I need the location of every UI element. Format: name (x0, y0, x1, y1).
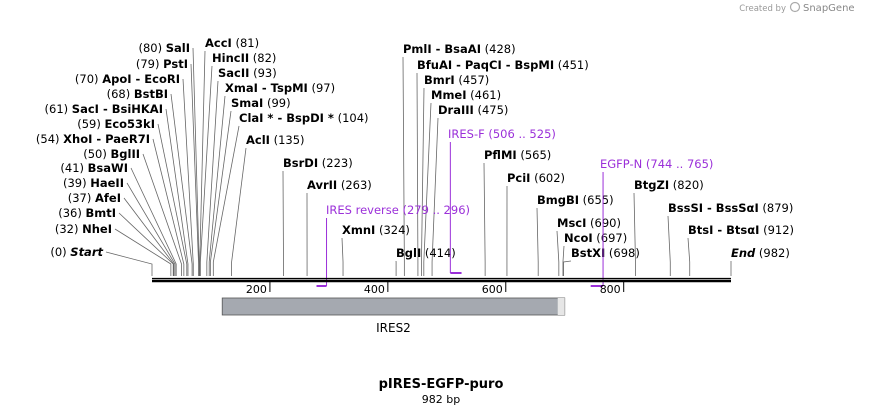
site-label-btsi[interactable]: BtsI - BtsαI (912) (688, 223, 794, 237)
site-label-bgli[interactable]: BglI (414) (396, 246, 456, 260)
site-label-bmri[interactable]: BmrI (457) (424, 73, 489, 87)
site-leader (667, 215, 671, 276)
site-label-haeii[interactable]: (39) HaeII (63, 176, 124, 190)
site-label-nhei[interactable]: (32) NheI (55, 222, 112, 236)
site-leader (206, 80, 219, 276)
site-label-saci[interactable]: (61) SacI - BsiHKAI (45, 102, 163, 116)
primer-label-ires-reverse[interactable]: IRES reverse (279 .. 296) (326, 203, 470, 217)
primer-label-egfp-n[interactable]: EGFP-N (744 .. 765) (600, 157, 713, 171)
site-leader (562, 245, 565, 276)
site-leader (157, 123, 188, 276)
site-label-bfuai[interactable]: BfuAI - PaqCI - BspMI (451) (417, 58, 589, 72)
map-length: 982 bp (422, 393, 460, 406)
site-label-ncoi[interactable]: NcoI (697) (564, 231, 627, 245)
site-leader (431, 117, 439, 276)
site-leader (421, 87, 425, 276)
scale-tick-label: 800 (600, 283, 621, 296)
site-label-smai[interactable]: SmaI (99) (231, 96, 291, 110)
site-leader (152, 138, 185, 276)
scale-tick-label: 400 (364, 283, 385, 296)
site-leader (556, 230, 560, 276)
site-label-avrii[interactable]: AvrII (263) (307, 178, 372, 192)
site-label-bsssi[interactable]: BssSI - BssSαI (879) (668, 201, 793, 215)
site-label-bstxi[interactable]: BstXI (698) (571, 246, 640, 260)
site-leader (209, 110, 232, 276)
brand-name: SnapGene (803, 3, 855, 14)
site-label-psti[interactable]: (79) PstI (136, 57, 188, 71)
snapgene-branding: Created by SnapGene (739, 1, 855, 14)
site-leader (182, 78, 194, 276)
site-label-end[interactable]: End (982) (731, 246, 790, 260)
site-leader (416, 72, 419, 276)
site-label-mmei[interactable]: MmeI (461) (431, 88, 501, 102)
site-leader (231, 147, 247, 276)
site-leader (130, 167, 177, 276)
feature-ires2[interactable]: IRES2 (221, 297, 566, 335)
feature-ires2-hatch (557, 298, 565, 315)
site-label-msci[interactable]: MscI (690) (557, 216, 621, 230)
site-label-bmgbi[interactable]: BmgBI (655) (537, 193, 614, 207)
site-leader (190, 63, 199, 276)
feature-ires2-bar[interactable] (221, 297, 566, 316)
site-label-xhoi[interactable]: (54) XhoI - PaeR7I (36, 132, 150, 146)
site-label-afei[interactable]: (37) AfeI (68, 191, 121, 205)
site-label-start[interactable]: (0) Start (50, 245, 103, 259)
site-leader (123, 197, 175, 276)
site-label-xmni[interactable]: XmnI (324) (342, 223, 410, 237)
site-leader (633, 192, 636, 276)
site-label-sacii[interactable]: SacII (93) (218, 66, 277, 80)
site-leader (208, 95, 226, 276)
site-leader (563, 260, 572, 276)
site-leader (212, 125, 240, 276)
site-leader (114, 228, 172, 276)
site-leader (483, 162, 486, 276)
site-leader (142, 153, 182, 276)
site-label-clai-[interactable]: ClaI * - BspDI * (104) (239, 111, 369, 125)
site-label-pcii[interactable]: PciI (602) (507, 171, 565, 185)
brand-created-by: Created by (739, 4, 786, 14)
scale-ticks: 200 400 600 800 (246, 282, 625, 296)
site-label-hincii[interactable]: HincII (82) (212, 51, 276, 65)
site-leader (341, 237, 344, 276)
site-label-draiii[interactable]: DraIII (475) (438, 103, 508, 117)
site-label-bsrdi[interactable]: BsrDI (223) (283, 156, 353, 170)
site-leader (170, 93, 193, 276)
site-leader (126, 182, 176, 276)
site-leader (199, 65, 213, 276)
feature-ires2-label: IRES2 (376, 321, 411, 335)
site-leader (687, 237, 691, 276)
site-leader (192, 47, 200, 276)
site-label-acci[interactable]: AccI (81) (205, 36, 259, 50)
site-label-eco53ki[interactable]: (59) Eco53kI (77, 117, 155, 131)
site-label-bglii[interactable]: (50) BglII (83, 147, 140, 161)
site-leader (199, 50, 206, 276)
site-leader (536, 207, 539, 276)
site-label-bsawi[interactable]: (41) BsaWI (60, 161, 128, 175)
site-label-btgzi[interactable]: BtgZI (820) (634, 178, 704, 192)
site-leader (165, 108, 189, 276)
site-label-pmli[interactable]: PmlI - BsaAI (428) (403, 42, 516, 56)
site-label-pflmi[interactable]: PflMI (565) (484, 148, 551, 162)
sequence-backbone (152, 277, 731, 283)
site-label-bmti[interactable]: (36) BmtI (58, 206, 116, 220)
site-label-apoi[interactable]: (70) ApoI - EcoRI (75, 72, 180, 86)
site-label-sali[interactable]: (80) SalI (138, 41, 190, 55)
site-connectors (105, 47, 732, 276)
site-leader (105, 251, 153, 276)
map-title: pIRES-EGFP-puro (379, 377, 504, 392)
scale-tick-label: 200 (246, 283, 267, 296)
site-label-bstbi[interactable]: (68) BstBI (107, 87, 168, 101)
site-leader (423, 102, 432, 276)
primers: IRES reverse (279 .. 296) IRES-F (506 .. … (316, 127, 713, 287)
site-leader (402, 56, 405, 276)
primer-label-ires-f[interactable]: IRES-F (506 .. 525) (448, 127, 556, 141)
site-label-xmai[interactable]: XmaI - TspMI (97) (225, 81, 335, 95)
site-leader (118, 212, 174, 276)
scale-tick-label: 600 (482, 283, 503, 296)
left-site-labels: (0) Start (32) NheI (36) BmtI(37) AfeI(39)… (36, 41, 190, 259)
snapgene-logo-icon (789, 1, 801, 13)
right-site-labels: AccI (81)HincII (82)SacII (93)XmaI - Tsp… (205, 36, 794, 260)
site-label-acli[interactable]: AclI (135) (246, 133, 305, 147)
